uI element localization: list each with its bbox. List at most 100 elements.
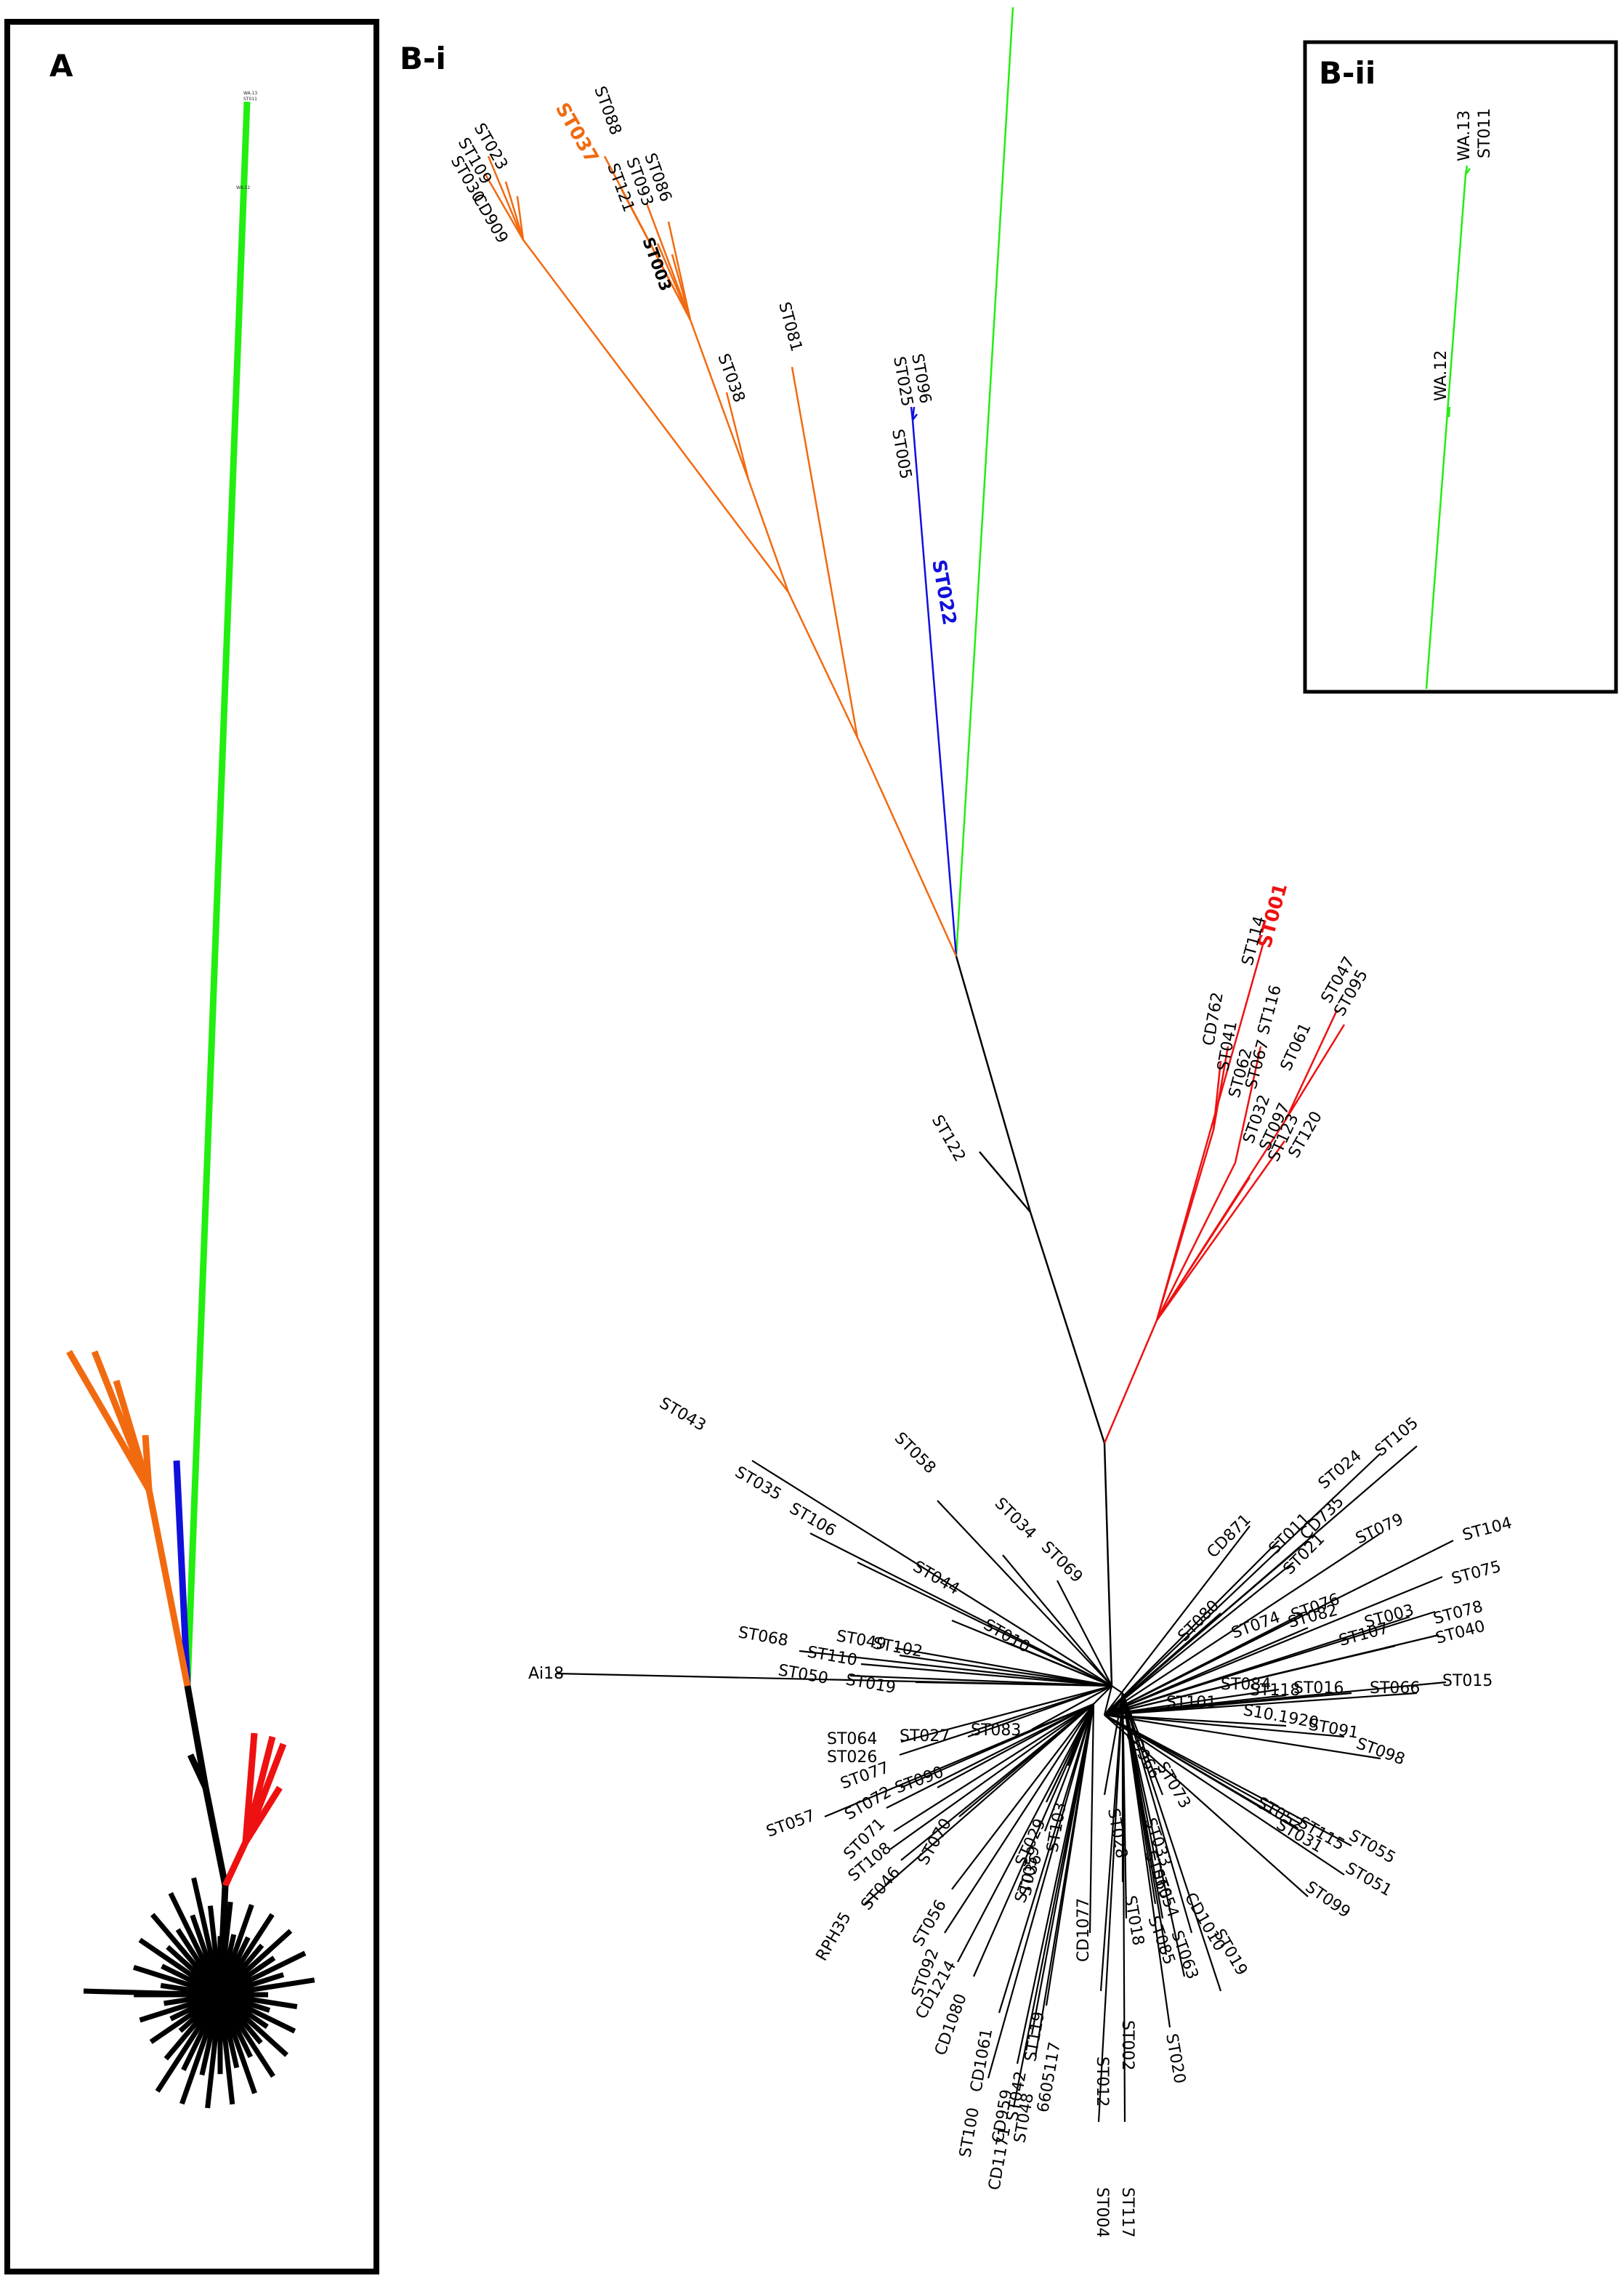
tip-label-wa13: WA.13 — [1455, 110, 1474, 161]
panel-a-frame — [4, 19, 379, 2274]
tip-label: ST122 — [928, 1113, 969, 1166]
star-branch — [1016, 1703, 1095, 2064]
mini-blue-branch — [173, 1460, 191, 1687]
panel-a-mini-tree: WA.13 ST011 WA.12 — [66, 91, 315, 2109]
star-branch — [1104, 1575, 1443, 1716]
tip-label: ST019 — [844, 1671, 897, 1697]
star-branch — [958, 1703, 1094, 1817]
star-branch — [1104, 1688, 1280, 1716]
tip-label: ST004 — [1093, 2187, 1111, 2237]
star-branch — [857, 1562, 1112, 1687]
svg-text:WA.12: WA.12 — [236, 185, 250, 190]
black-star-clade — [555, 1445, 1454, 2123]
star-branch — [1104, 1614, 1301, 1716]
tip-label: ST020 — [1162, 2032, 1189, 2086]
b-ii-branch-wa12 — [1447, 406, 1451, 418]
star-branch — [555, 1672, 1112, 1687]
tip-label: CD1061 — [967, 2027, 996, 2094]
star-branch — [1099, 1692, 1124, 1992]
red-clade — [1103, 944, 1346, 1444]
tip-label: ST027 — [900, 1727, 950, 1745]
star-branch — [860, 1663, 1112, 1687]
tip-label: ST099 — [1302, 1878, 1354, 1921]
tip-label: CD1077 — [1075, 1898, 1093, 1962]
star-branch — [1104, 1610, 1436, 1716]
tip-label: ST083 — [971, 1721, 1021, 1740]
star-branch — [1121, 1692, 1164, 1796]
mini-star-branch — [219, 1977, 315, 1998]
star-branch — [1104, 1713, 1345, 1738]
tip-label: ST117 — [1118, 2187, 1136, 2237]
panel-b-ii-label: B-ii — [1319, 55, 1375, 91]
tip-label-st011-inset: ST011 — [1476, 108, 1494, 158]
tip-label: ST057 — [764, 1806, 818, 1841]
black-backbone — [955, 956, 1113, 1687]
star-branch — [864, 1703, 1094, 1905]
panel-b-i-label: B-i — [400, 41, 446, 76]
tip-label: ST024 — [1315, 1447, 1365, 1493]
star-branch — [893, 1703, 1094, 1832]
star-branch — [1104, 1714, 1352, 1846]
tip-label: ST101 — [1166, 1694, 1216, 1712]
star-branch — [1104, 1692, 1418, 1716]
star-branch — [1002, 1554, 1112, 1687]
mini-orange-clade — [66, 1349, 191, 1687]
tip-label: ST058 — [891, 1429, 940, 1478]
tip-label: ST105 — [1372, 1414, 1422, 1461]
mini-green-branch — [184, 101, 251, 1687]
tip-label: ST015 — [1442, 1672, 1492, 1690]
star-hub-connector — [1111, 1685, 1123, 1694]
star-branch — [900, 1684, 1112, 1743]
svg-text:ST011: ST011 — [243, 97, 257, 102]
tip-label: ST100 — [956, 2106, 983, 2159]
star-branch — [1121, 1692, 1171, 2028]
tip-label: ST091 — [1307, 1716, 1360, 1743]
mini-black-trunk — [184, 1685, 229, 1886]
star-branch — [809, 1533, 1112, 1687]
tip-label: ST054 — [1147, 1867, 1181, 1921]
star-branch — [1045, 1703, 1095, 2006]
star-hub-connector — [1093, 1685, 1112, 1705]
star-branch — [1104, 1714, 1345, 1876]
tip-label: ST016 — [1293, 1679, 1344, 1697]
tip-label: ST084 — [1221, 1676, 1271, 1694]
tip-label: ST075 — [1450, 1558, 1503, 1588]
tip-label-st088: ST088 — [590, 84, 624, 138]
star-branch — [751, 1460, 1112, 1687]
tip-label-st081: ST081 — [775, 300, 805, 354]
tip-label: ST026 — [827, 1748, 877, 1767]
star-branch — [1121, 1692, 1222, 1992]
star-branch — [1104, 1562, 1294, 1716]
star-branch — [889, 1703, 1094, 1850]
star-branch — [972, 1703, 1095, 1977]
tip-label: ST035 — [732, 1464, 785, 1504]
tip-label-st061: ST061 — [1277, 1020, 1315, 1073]
panel-b-ii: B-ii WA.13 ST011 WA.12 — [1303, 40, 1618, 694]
tip-label: RPH35 — [813, 1909, 855, 1964]
star-branch — [1104, 1714, 1301, 1832]
b-ii-branch-st011 — [1465, 168, 1471, 175]
star-branch — [1104, 1612, 1221, 1716]
tip-label-cd909: CD909 — [469, 191, 512, 247]
star-hub-connector — [1103, 1685, 1113, 1716]
tip-label: ST043 — [656, 1394, 709, 1435]
tip-label: ST090 — [893, 1763, 947, 1797]
star-branch — [1121, 1692, 1126, 2123]
star-branch — [824, 1703, 1094, 1818]
tip-label-st005: ST005 — [888, 428, 915, 481]
tip-label: ST098 — [1354, 1735, 1407, 1769]
tip-label: ST102 — [871, 1634, 924, 1661]
star-branch — [899, 1684, 1112, 1756]
tip-label: ST104 — [1461, 1514, 1514, 1545]
star-branch — [1104, 1713, 1381, 1760]
tip-label: ST064 — [827, 1730, 877, 1748]
star-branch — [1031, 1685, 1112, 1730]
star-branch — [944, 1703, 1094, 1934]
b-ii-branch-main — [1425, 174, 1467, 690]
star-branch — [886, 1703, 1094, 1809]
star-branch — [1063, 1703, 1095, 1861]
panel-a-label: A — [49, 48, 73, 84]
star-branch — [1057, 1580, 1112, 1687]
star-branch — [899, 1654, 1112, 1687]
